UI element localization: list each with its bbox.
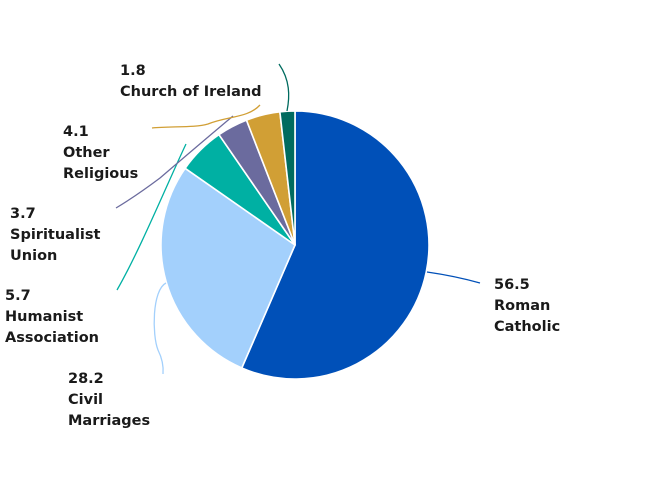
data-label-category: Civil: [68, 392, 103, 408]
leader-lines: [115, 63, 481, 375]
leader-line-church-of-ireland: [278, 63, 290, 112]
data-label-value: 28.2: [68, 371, 104, 387]
data-label-category: Association: [5, 330, 99, 346]
pie-slice-church-of-ireland: [279, 110, 296, 246]
data-label-value: 3.7: [10, 206, 36, 222]
data-label-value: 1.8: [120, 63, 146, 79]
data-label-category: Spiritualist: [10, 227, 101, 243]
leader-line-civil-marriages: [153, 282, 167, 375]
data-label-value: 5.7: [5, 288, 31, 304]
data-label-category: Church of Ireland: [120, 84, 262, 100]
data-label-category: Religious: [63, 166, 138, 182]
data-label-category: Humanist: [5, 309, 83, 325]
data-label-category: Union: [10, 248, 57, 264]
leader-line-other-religious: [151, 104, 261, 129]
pie-slices: [160, 110, 430, 380]
pie-slice-civil-marriages: [160, 167, 296, 369]
pie-slice-roman-catholic: [240, 110, 430, 380]
data-label-value: 56.5: [494, 277, 530, 293]
data-label-category: Roman: [494, 298, 550, 314]
data-label-category: Marriages: [68, 413, 150, 429]
leader-line-roman-catholic: [426, 271, 481, 284]
slice-labels: 56.5 Roman Catholic 28.2 Civil Marriages 5.7 Hu…: [5, 63, 560, 429]
data-label-value: 4.1: [63, 124, 89, 140]
leader-line-humanist-association: [116, 143, 187, 291]
leader-line-spiritualist-union: [115, 115, 234, 209]
data-label-category: Catholic: [494, 319, 560, 335]
data-label-category: Other: [63, 145, 110, 161]
